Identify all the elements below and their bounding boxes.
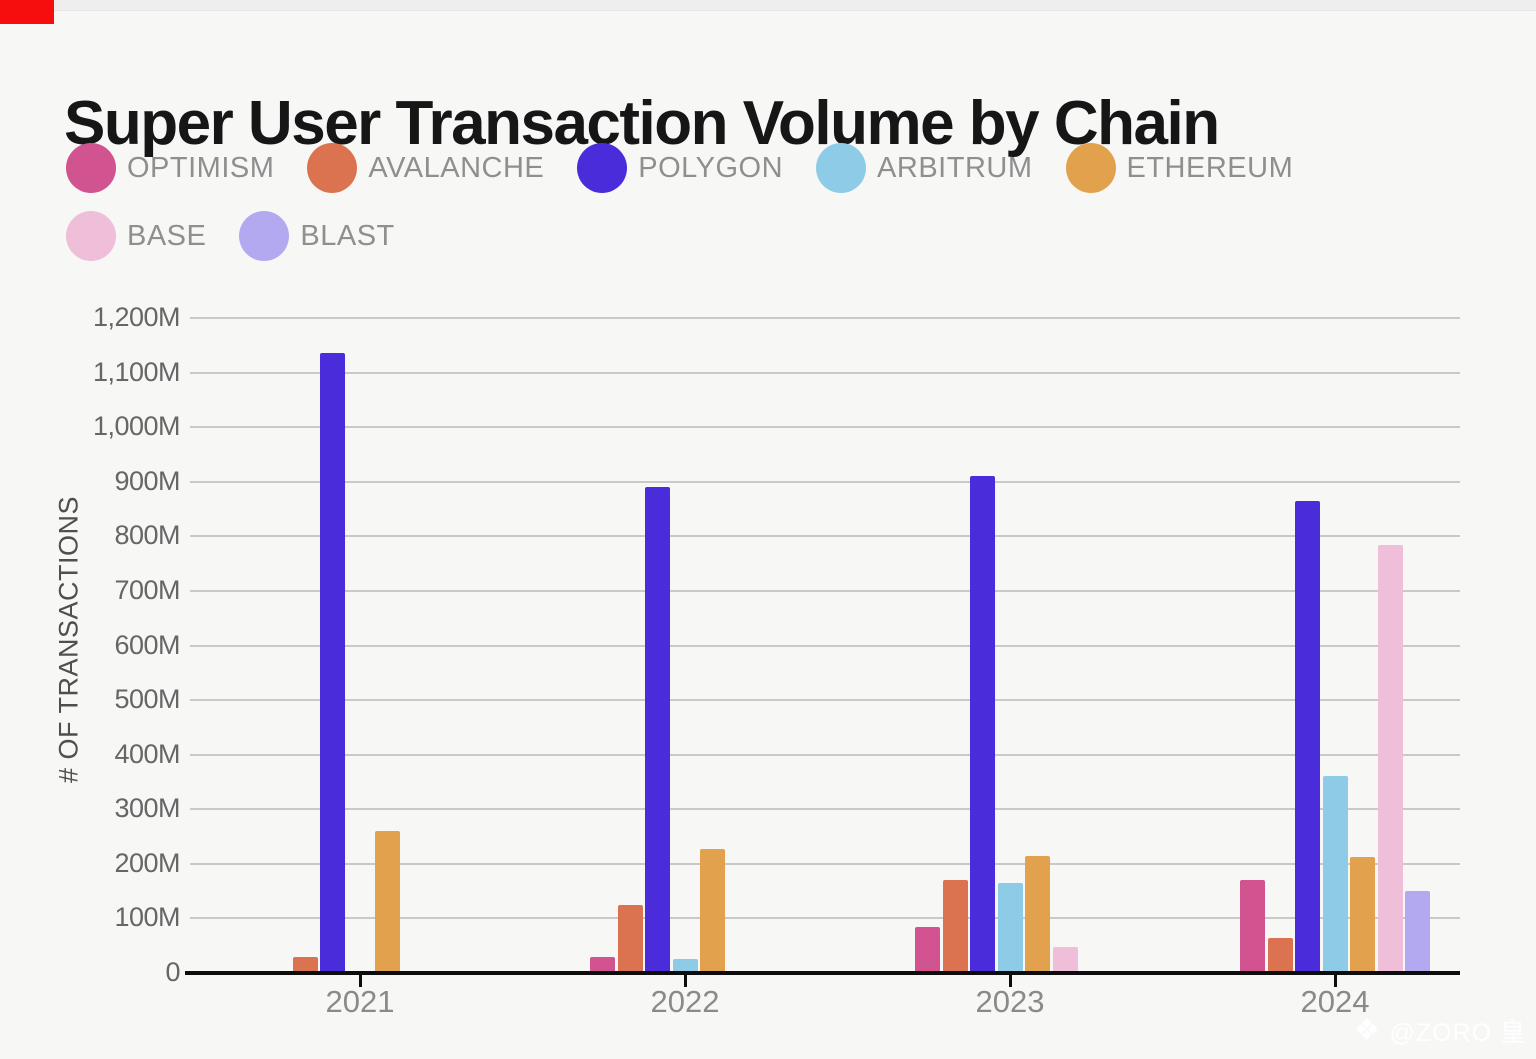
bar-2022-polygon	[645, 487, 670, 973]
legend-item-avalanche: AVALANCHE	[307, 143, 544, 193]
x-category-label-2021: 2021	[325, 984, 395, 1019]
y-tick-label-400: 400M	[114, 738, 180, 769]
legend-label: POLYGON	[638, 151, 784, 184]
bar-2023-avalanche	[942, 880, 968, 973]
legend-label: BASE	[127, 219, 207, 252]
gridline-300	[190, 808, 1460, 811]
legend-label: OPTIMISM	[127, 151, 275, 184]
bar-2023-arbitrum	[997, 883, 1023, 973]
bar-group-2021	[264, 318, 457, 973]
legend-swatch-arbitrum	[816, 143, 867, 193]
watermark: ❖ @ZORO 皇	[1354, 1013, 1526, 1049]
legend-item-ethereum: ETHEREUM	[1065, 143, 1294, 193]
top-edge-strip	[0, 0, 1536, 11]
legend-swatch-blast	[239, 211, 290, 261]
gridline-100	[190, 917, 1460, 920]
bar-2024-blast	[1405, 891, 1430, 973]
y-tick-label-100: 100M	[114, 902, 180, 933]
legend-row-1: OPTIMISM AVALANCHE POLYGON ARBITRUM ETHEREUM	[66, 143, 1366, 193]
bar-2022-ethereum	[700, 849, 725, 973]
y-tick-label-600: 600M	[114, 629, 180, 660]
y-tick-label-1000: 1,000M	[92, 411, 181, 442]
x-axis-line	[185, 971, 1460, 975]
y-tick-label-700: 700M	[114, 574, 180, 605]
legend-swatch-ethereum	[1065, 143, 1116, 193]
bar-2022-arbitrum	[672, 959, 698, 973]
y-tick-label-1200: 1,200M	[92, 302, 181, 332]
legend-swatch-polygon	[577, 143, 628, 193]
diamond-logo-icon: ❖	[1353, 1014, 1381, 1047]
gridline-200	[190, 862, 1460, 865]
bar-2022-avalanche	[617, 905, 643, 973]
legend-label: BLAST	[300, 219, 395, 252]
y-tick-label-900: 900M	[114, 465, 180, 496]
bar-2023-ethereum	[1025, 856, 1050, 973]
bar-2021-ethereum	[375, 831, 400, 973]
y-tick-label-500: 500M	[114, 684, 180, 715]
bar-2023-base	[1052, 947, 1078, 973]
y-tick-label-200: 200M	[114, 847, 180, 878]
y-tick-label-300: 300M	[114, 793, 180, 824]
chart-title: Super User Transaction Volume by Chain	[64, 88, 1220, 158]
x-tick-2022	[683, 973, 687, 987]
chart-legend: OPTIMISM AVALANCHE POLYGON ARBITRUM ETHEREUM…	[66, 143, 1366, 279]
watermark-text: @ZORO 皇	[1389, 1019, 1526, 1047]
plot-area	[190, 317, 1460, 973]
x-category-label-2022: 2022	[650, 984, 720, 1019]
y-tick-label-800: 800M	[114, 520, 180, 551]
y-tick-label-0: 0	[165, 957, 180, 987]
bar-group-2022	[589, 318, 782, 973]
bar-group-2024	[1239, 318, 1432, 973]
y-tick-label-1100: 1,100M	[92, 356, 181, 387]
bar-2024-arbitrum	[1322, 776, 1348, 973]
bar-2021-polygon	[320, 353, 345, 973]
gridline-600	[190, 644, 1460, 647]
bar-2022-optimism	[590, 957, 615, 973]
legend-item-optimism: OPTIMISM	[66, 143, 274, 193]
x-tick-2024	[1333, 973, 1337, 987]
bar-2024-ethereum	[1350, 857, 1375, 973]
bar-2023-polygon	[970, 476, 995, 973]
gridline-500	[190, 699, 1460, 702]
legend-label: AVALANCHE	[368, 151, 545, 184]
bar-2021-avalanche	[292, 957, 318, 973]
legend-item-arbitrum: ARBITRUM	[816, 143, 1032, 193]
gridline-1100	[190, 371, 1460, 374]
bar-2024-optimism	[1240, 880, 1265, 973]
gridline-700	[190, 589, 1460, 592]
legend-row-2: BASE BLAST	[66, 211, 1366, 261]
gridline-800	[190, 535, 1460, 538]
legend-swatch-base	[66, 211, 116, 261]
x-tick-2021	[358, 973, 362, 987]
x-tick-2023	[1008, 973, 1012, 987]
gridline-1000	[190, 426, 1460, 429]
x-category-label-2024: 2024	[1300, 984, 1370, 1019]
legend-item-blast: BLAST	[239, 211, 394, 261]
gridline-1200	[190, 317, 1460, 319]
bar-group-2023	[914, 318, 1107, 973]
gridline-400	[190, 753, 1460, 756]
x-category-label-2023: 2023	[975, 984, 1045, 1019]
bar-2023-optimism	[915, 927, 940, 973]
legend-item-polygon: POLYGON	[577, 143, 783, 193]
legend-swatch-optimism	[66, 143, 116, 193]
red-corner-fragment	[0, 0, 54, 24]
legend-item-base: BASE	[66, 211, 206, 261]
legend-label: ETHEREUM	[1126, 151, 1294, 184]
gridline-900	[190, 480, 1460, 483]
legend-swatch-avalanche	[307, 143, 358, 193]
legend-label: ARBITRUM	[877, 151, 1033, 184]
bar-2024-base	[1377, 545, 1403, 973]
bar-2024-polygon	[1295, 501, 1320, 973]
bar-2024-avalanche	[1267, 938, 1293, 973]
